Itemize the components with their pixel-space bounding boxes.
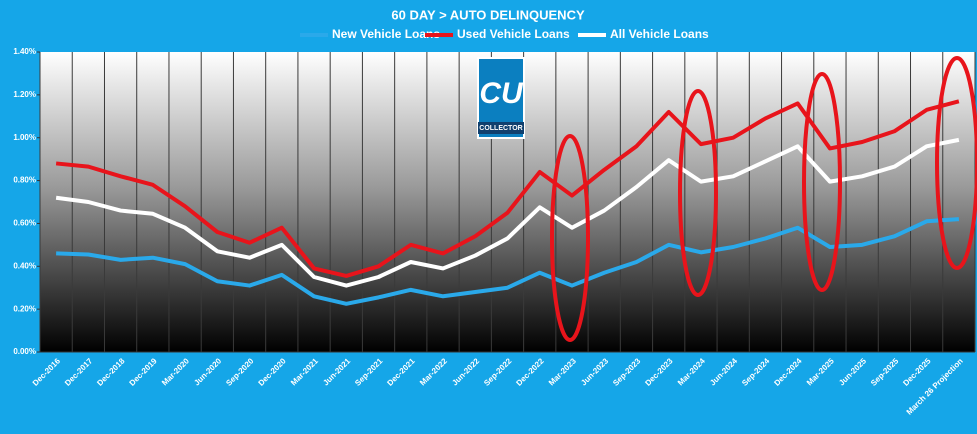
x-tick-label: Dec-2019: [128, 356, 160, 388]
logo-mark: CU: [479, 77, 524, 110]
x-tick-label: Sep-2020: [224, 356, 256, 388]
legend-label: New Vehicle Loans: [332, 27, 440, 41]
x-tick-label: Dec-2018: [95, 356, 127, 388]
chart-title: 60 DAY > AUTO DELINQUENCY: [391, 7, 585, 22]
x-tick-label: March 26 Projection: [905, 356, 965, 416]
x-tick-label: Dec-2020: [257, 356, 289, 388]
y-tick-label: 0.20%: [13, 304, 36, 313]
logo-band: [478, 122, 524, 134]
x-tick-label: Dec-2022: [514, 356, 546, 388]
x-tick-label: Dec-2021: [385, 356, 417, 388]
y-tick-label: 1.20%: [13, 90, 36, 99]
x-tick-label: Sep-2024: [740, 356, 772, 388]
y-tick-label: 0.00%: [13, 347, 36, 356]
x-tick-label: Jun-2024: [708, 356, 739, 387]
legend-label: All Vehicle Loans: [610, 27, 709, 41]
x-tick-label: Dec-2024: [772, 356, 804, 388]
logo: CU COLLECTOR: [477, 57, 525, 139]
legend: New Vehicle Loans Used Vehicle Loans All V…: [300, 27, 709, 41]
x-tick-label: Dec-2025: [901, 356, 933, 388]
highlight-ellipse: [935, 56, 977, 270]
x-tick-label: Sep-2022: [482, 356, 514, 388]
x-tick-label: Mar-2021: [289, 356, 320, 387]
series-line: [56, 217, 960, 306]
x-tick-label: Jun-2023: [579, 356, 610, 387]
x-tick-label: Dec-2023: [643, 356, 675, 388]
x-tick-label: Dec-2017: [63, 356, 95, 388]
annotations: [550, 56, 977, 342]
x-tick-label: Sep-2025: [869, 356, 901, 388]
x-tick-label: Mar-2020: [160, 356, 191, 387]
logo-caption: COLLECTOR: [479, 125, 522, 132]
x-tick-label: Jun-2025: [837, 356, 868, 387]
x-tick-label: Jun-2020: [192, 356, 223, 387]
y-tick-label: 0.80%: [13, 176, 36, 185]
y-tick-label: 0.60%: [13, 219, 36, 228]
x-tick-label: Mar-2025: [805, 356, 836, 387]
x-tick-label: Dec-2016: [31, 356, 63, 388]
highlight-ellipse: [550, 134, 590, 342]
x-tick-label: Mar-2023: [547, 356, 578, 387]
y-tick-label: 1.40%: [13, 47, 36, 56]
legend-label: Used Vehicle Loans: [457, 27, 570, 41]
x-tick-label: Mar-2024: [676, 356, 707, 387]
series-line: [55, 137, 960, 288]
y-tick-label: 1.00%: [13, 133, 36, 142]
x-tick-label: Sep-2021: [353, 356, 385, 388]
highlight-ellipse: [678, 89, 718, 297]
x-tick-label: Jun-2021: [321, 356, 352, 387]
y-tick-label: 0.40%: [13, 261, 36, 270]
x-tick-label: Mar-2022: [418, 356, 449, 387]
x-tick-label: Jun-2022: [450, 356, 481, 387]
highlight-ellipse: [802, 72, 842, 292]
x-tick-label: Sep-2023: [611, 356, 643, 388]
